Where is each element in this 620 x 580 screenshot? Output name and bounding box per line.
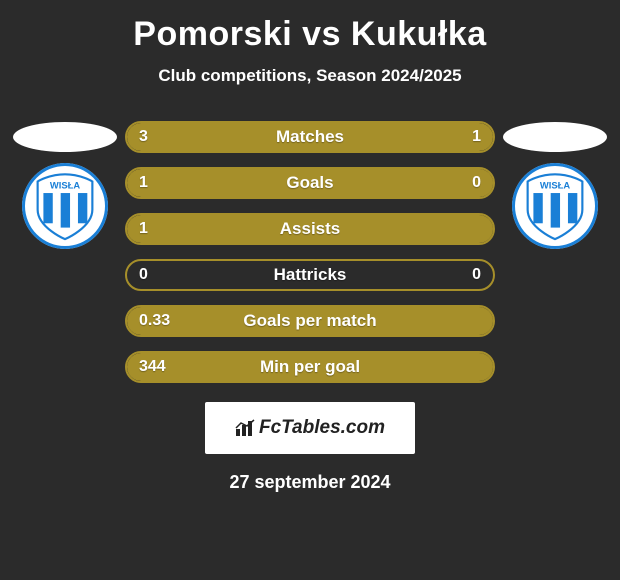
infographic-container: Pomorski vs Kukułka Club competitions, S… bbox=[0, 0, 620, 580]
player-left-placeholder-icon bbox=[13, 122, 117, 152]
metric-label: Assists bbox=[280, 219, 340, 239]
brand-badge[interactable]: FcTables.com bbox=[205, 402, 415, 454]
club-badge-left: WISŁA bbox=[22, 163, 108, 249]
bar-left-fill bbox=[127, 123, 402, 151]
metric-right-value: 0 bbox=[472, 266, 481, 284]
brand-chart-icon bbox=[235, 419, 257, 437]
club-badge-right-cell: WISŁA bbox=[495, 183, 615, 229]
bar-goals-per-match: 0.33 Goals per match bbox=[125, 305, 495, 337]
metric-row: 344 Min per goal bbox=[125, 344, 495, 390]
metric-row: 0.33 Goals per match bbox=[125, 298, 495, 344]
metric-left-value: 0 bbox=[139, 266, 148, 284]
metric-left-value: 1 bbox=[139, 174, 148, 192]
club-crest-icon: WISŁA bbox=[519, 170, 591, 242]
club-crest-icon: WISŁA bbox=[29, 170, 101, 242]
bar-matches: 3 Matches 1 bbox=[125, 121, 495, 153]
metric-left-value: 3 bbox=[139, 128, 148, 146]
page-title: Pomorski vs Kukułka bbox=[0, 15, 620, 54]
metric-label: Hattricks bbox=[274, 265, 347, 285]
metric-label: Matches bbox=[276, 127, 344, 147]
club-badge-right: WISŁA bbox=[512, 163, 598, 249]
metric-label: Goals bbox=[286, 173, 333, 193]
metric-left-value: 1 bbox=[139, 220, 148, 238]
player-right-placeholder-icon bbox=[503, 122, 607, 152]
club-badge-left-cell: WISŁA bbox=[5, 183, 125, 229]
player-left-ellipse-cell bbox=[5, 114, 125, 160]
metric-right-value: 1 bbox=[472, 128, 481, 146]
bar-hattricks: 0 Hattricks 0 bbox=[125, 259, 495, 291]
bar-goals: 1 Goals 0 bbox=[125, 167, 495, 199]
metric-row: 0 Hattricks 0 bbox=[125, 252, 495, 298]
metric-left-value: 344 bbox=[139, 358, 166, 376]
metric-left-value: 0.33 bbox=[139, 312, 170, 330]
crest-text: WISŁA bbox=[50, 181, 80, 191]
bar-min-per-goal: 344 Min per goal bbox=[125, 351, 495, 383]
metric-row: 1 Assists bbox=[125, 206, 495, 252]
comparison-grid: WISŁA WISŁA bbox=[0, 114, 620, 390]
brand-label: FcTables.com bbox=[259, 417, 385, 439]
subtitle: Club competitions, Season 2024/2025 bbox=[0, 66, 620, 86]
date-label: 27 september 2024 bbox=[0, 472, 620, 493]
bar-assists: 1 Assists bbox=[125, 213, 495, 245]
player-right-ellipse-cell bbox=[495, 114, 615, 160]
metric-label: Min per goal bbox=[260, 357, 360, 377]
metric-label: Goals per match bbox=[243, 311, 376, 331]
metric-right-value: 0 bbox=[472, 174, 481, 192]
metric-row: 3 Matches 1 bbox=[125, 114, 495, 160]
crest-text: WISŁA bbox=[540, 181, 570, 191]
brand-text: FcTables.com bbox=[235, 417, 385, 439]
metric-row: 1 Goals 0 bbox=[125, 160, 495, 206]
